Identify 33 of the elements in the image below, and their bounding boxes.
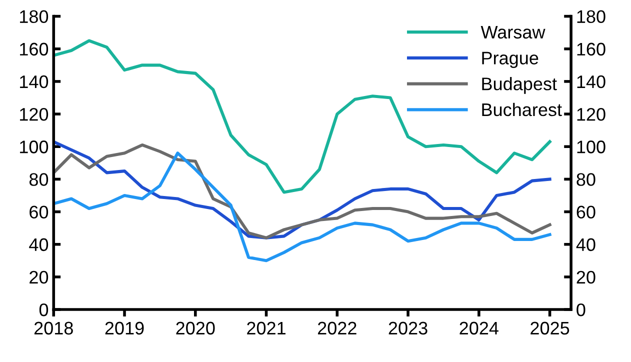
line-series <box>54 152 552 262</box>
y2-tick-label: 140 <box>577 75 606 88</box>
y-tick-label: 100 <box>20 140 48 154</box>
x-tick-label: 2022 <box>318 322 356 335</box>
y2-tick-label: 40 <box>576 238 596 252</box>
x-tick-label: 2019 <box>105 322 144 335</box>
legend-label: Budapest <box>482 77 557 94</box>
y2-tick-label: 80 <box>576 173 596 186</box>
y2-tick-label: 120 <box>577 108 606 121</box>
y2-tick-label: 20 <box>576 270 596 284</box>
x-tick-label: 2024 <box>460 322 498 335</box>
y-tick-label: 140 <box>20 75 48 88</box>
y-tick-label: 160 <box>20 42 48 56</box>
legend-label: Bucharest <box>482 102 562 116</box>
y-tick-label: 40 <box>29 238 48 252</box>
legend-label: Warsaw <box>480 26 546 39</box>
y2-tick-label: 180 <box>577 10 606 24</box>
x-tick-label: 2023 <box>388 322 428 335</box>
y2-tick-label: 0 <box>576 303 586 316</box>
x-tick-label: 2018 <box>34 322 73 335</box>
y2-tick-label: 160 <box>577 42 606 56</box>
y-tick-label: 180 <box>20 10 48 24</box>
x-tick-label: 2025 <box>530 322 570 335</box>
y-tick-label: 80 <box>29 173 48 186</box>
x-tick-label: 2021 <box>247 322 286 335</box>
y-tick-label: 120 <box>20 108 48 121</box>
y-tick-label: 0 <box>39 303 48 316</box>
y-tick-label: 20 <box>30 270 48 284</box>
y-tick-label: 60 <box>30 206 48 218</box>
y2-tick-label: 100 <box>577 140 606 154</box>
y2-tick-label: 60 <box>576 206 596 218</box>
legend-label: Prague <box>482 52 538 68</box>
x-tick-label: 2020 <box>176 322 215 335</box>
